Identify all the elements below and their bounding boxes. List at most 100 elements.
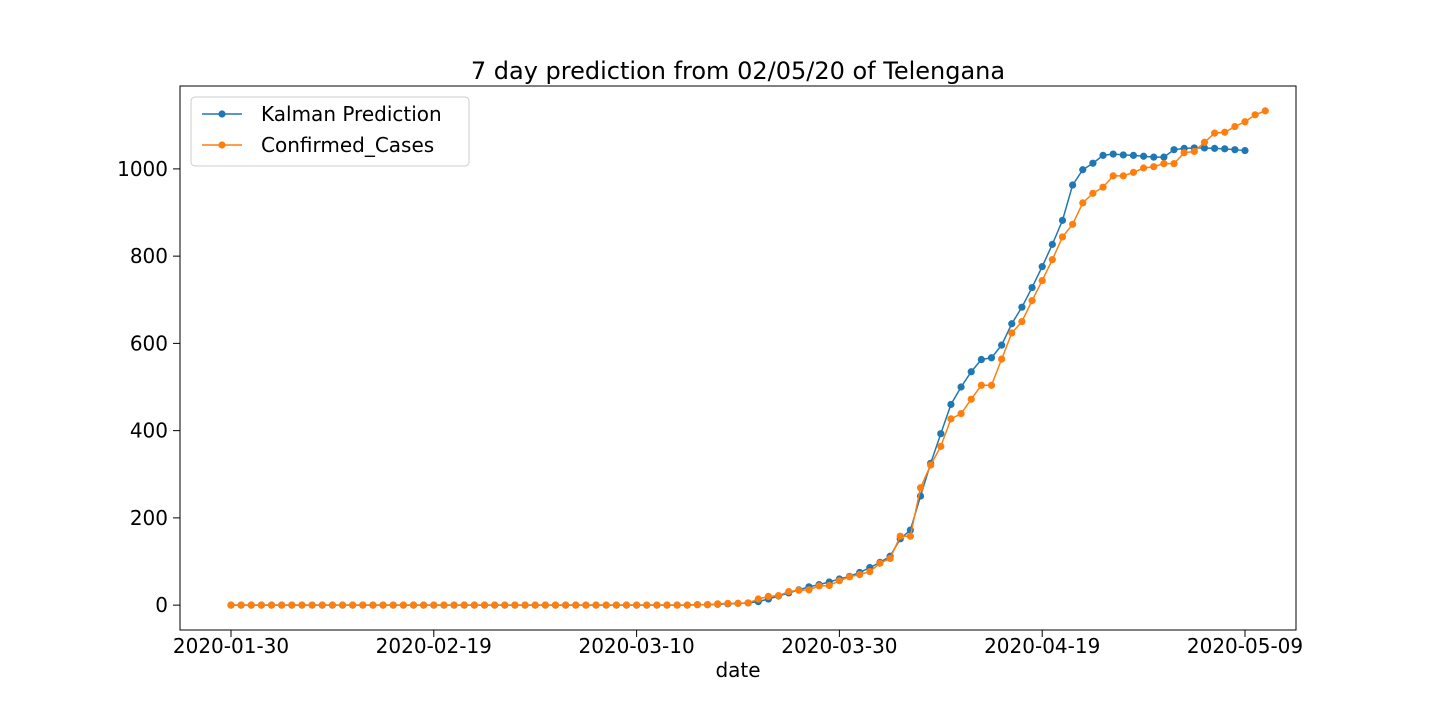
data-point [957, 383, 965, 391]
data-point [1069, 181, 1077, 189]
series-confirmed-cases [227, 107, 1269, 609]
data-point [967, 395, 975, 403]
data-point [359, 601, 367, 609]
data-point [724, 599, 732, 607]
legend-label: Kalman Prediction [261, 102, 442, 126]
x-tick-label: 2020-01-30 [173, 634, 289, 658]
data-point [1119, 151, 1127, 159]
data-point [1221, 145, 1229, 153]
data-point [1089, 159, 1097, 167]
data-point [460, 601, 468, 609]
data-point [531, 601, 539, 609]
series-line [231, 110, 1266, 606]
data-point [643, 601, 651, 609]
data-point [1180, 149, 1188, 157]
y-tick-label: 200 [130, 506, 168, 530]
series-layer [227, 107, 1269, 609]
data-point [1119, 172, 1127, 180]
data-point [1018, 303, 1026, 311]
data-point [1089, 189, 1097, 197]
legend-marker [218, 110, 226, 118]
data-point [1221, 128, 1229, 136]
data-point [298, 601, 306, 609]
data-point [754, 595, 762, 603]
data-point [521, 601, 529, 609]
data-point [450, 601, 458, 609]
x-axis-label: date [715, 658, 760, 682]
data-point [582, 601, 590, 609]
y-tick-label: 400 [130, 419, 168, 443]
data-point [734, 599, 742, 607]
data-point [541, 601, 549, 609]
data-point [592, 601, 600, 609]
data-point [1210, 129, 1219, 137]
data-point [1210, 144, 1219, 152]
x-tick-label: 2020-04-19 [984, 634, 1100, 658]
data-point [764, 592, 773, 601]
data-point [633, 601, 641, 609]
data-point [1160, 153, 1168, 161]
data-point [977, 381, 985, 389]
data-point [1140, 164, 1148, 172]
data-point [1079, 166, 1087, 174]
data-point [1008, 329, 1016, 337]
data-point [916, 484, 925, 492]
data-point [602, 601, 610, 609]
data-point [480, 601, 489, 609]
data-point [1160, 160, 1168, 168]
data-point [886, 554, 894, 563]
data-point [1038, 263, 1046, 271]
data-point [1048, 240, 1056, 248]
data-point [1251, 111, 1259, 119]
data-point [653, 601, 661, 609]
data-point [308, 601, 316, 609]
data-point [947, 415, 955, 423]
data-point [1099, 151, 1107, 159]
data-point [1069, 220, 1077, 228]
data-point [551, 601, 560, 609]
data-point [785, 588, 793, 596]
data-point [409, 601, 418, 609]
data-point [420, 601, 428, 609]
series-line [231, 147, 1246, 606]
data-point [866, 567, 874, 576]
data-point [562, 601, 570, 609]
data-point [805, 586, 813, 594]
data-point [998, 341, 1006, 349]
data-point [987, 354, 996, 362]
data-point [247, 601, 255, 609]
data-point [1079, 199, 1087, 207]
data-point [927, 461, 935, 469]
data-point [1150, 153, 1158, 161]
data-point [937, 442, 945, 450]
data-point [1099, 183, 1107, 191]
data-point [318, 601, 326, 609]
data-point [267, 601, 276, 609]
data-point [369, 601, 377, 609]
data-point [683, 601, 691, 609]
data-point [349, 601, 357, 609]
data-point [1058, 233, 1067, 241]
data-point [440, 601, 448, 609]
data-point [673, 601, 681, 609]
data-point [379, 601, 387, 609]
data-point [795, 586, 803, 594]
data-point [906, 532, 914, 540]
data-point [835, 577, 844, 585]
data-point [957, 410, 965, 418]
data-point [845, 573, 854, 581]
data-point [896, 532, 904, 540]
data-point [237, 601, 245, 609]
data-point [278, 601, 286, 609]
data-point [876, 559, 884, 567]
legend-marker [218, 141, 226, 149]
x-tick-label: 2020-02-19 [376, 634, 492, 658]
data-point [288, 601, 296, 609]
data-point [1018, 317, 1026, 326]
data-point [430, 601, 438, 609]
data-point [1028, 297, 1036, 305]
data-point [511, 601, 519, 609]
data-point [1241, 118, 1249, 126]
x-tick-label: 2020-03-10 [578, 634, 694, 658]
data-point [856, 571, 864, 579]
